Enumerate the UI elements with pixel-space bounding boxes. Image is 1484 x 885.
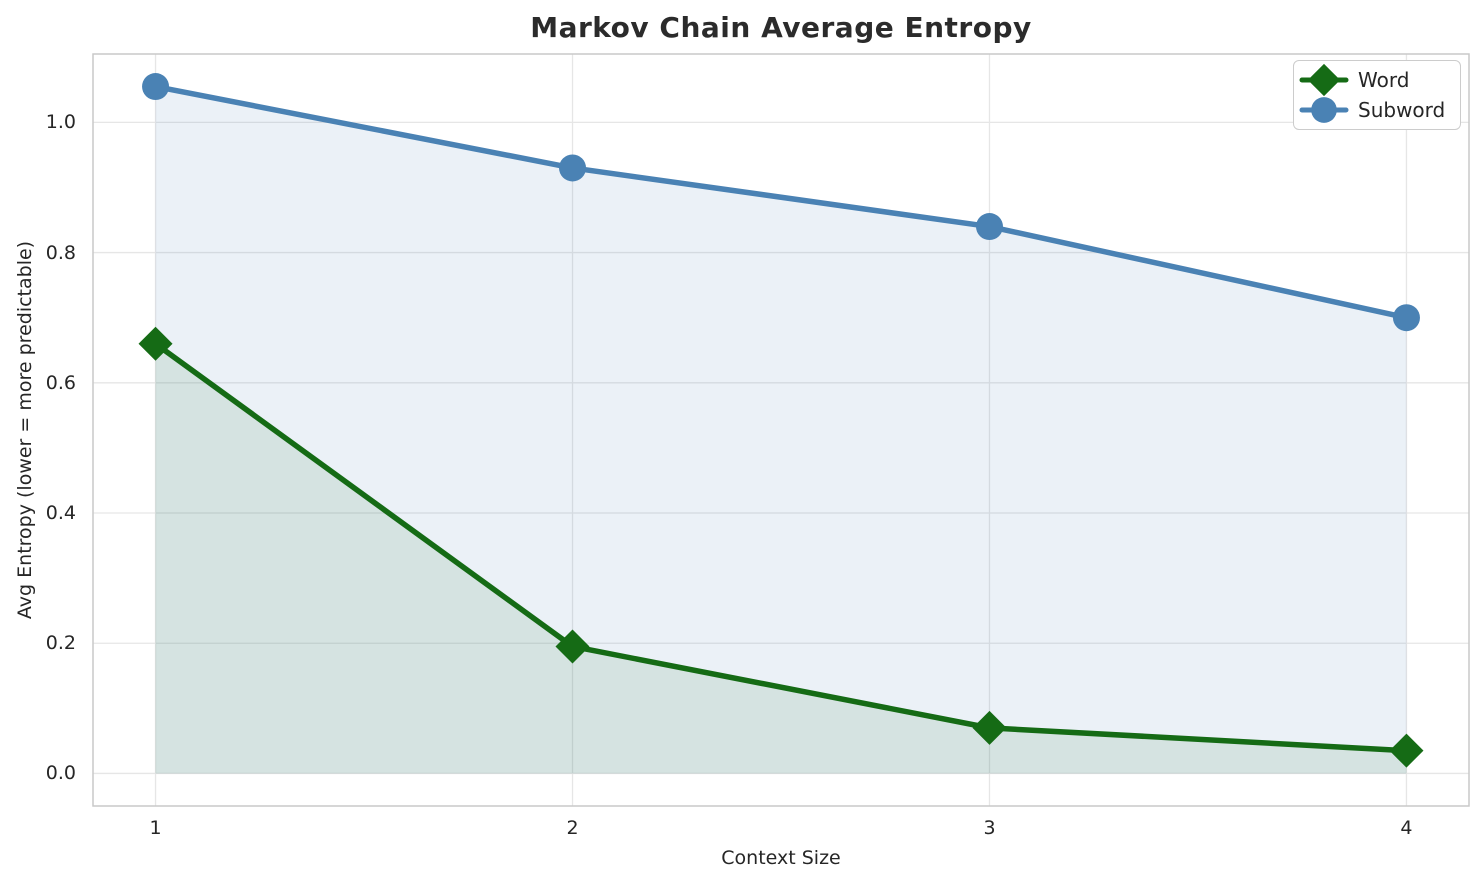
subword-marker xyxy=(1392,304,1420,332)
word-marker xyxy=(972,710,1007,745)
y-tick-label: 0.0 xyxy=(45,762,76,785)
y-tick-label: 0.8 xyxy=(45,241,76,264)
x-axis-label: Context Size xyxy=(721,847,841,869)
subword-marker xyxy=(1311,97,1337,123)
word-fill-area xyxy=(155,343,1407,774)
word-marker xyxy=(555,629,590,664)
x-tick-label: 4 xyxy=(1400,817,1413,839)
subword-circle-marker-icon xyxy=(1299,97,1349,123)
word-diamond-marker-icon xyxy=(1299,63,1349,97)
legend-item-word: Word xyxy=(1299,63,1450,97)
word-marker xyxy=(138,326,173,361)
legend-label-subword: Subword xyxy=(1358,98,1446,122)
word-marker xyxy=(1389,733,1424,768)
subword-fill-area xyxy=(155,86,1407,774)
chart-title: Markov Chain Average Entropy xyxy=(530,11,1032,44)
y-tick-label: 1.0 xyxy=(45,111,76,134)
x-tick-label: 2 xyxy=(566,817,579,839)
word-marker xyxy=(1307,63,1341,97)
subword-marker xyxy=(975,213,1003,241)
legend: Word Subword xyxy=(1293,60,1461,130)
y-tick-label: 0.6 xyxy=(45,371,76,394)
subword-marker xyxy=(559,154,587,182)
subword-line xyxy=(152,83,1410,321)
y-tick-label: 0.4 xyxy=(45,502,76,524)
legend-label-word: Word xyxy=(1358,68,1410,92)
plot-border xyxy=(92,53,1470,807)
legend-item-subword: Subword xyxy=(1299,95,1450,125)
x-tick-label: 3 xyxy=(983,817,996,839)
y-tick-label: 0.2 xyxy=(45,632,76,655)
y-axis-label: Avg Entropy (lower = more predictable) xyxy=(14,240,36,620)
subword-marker xyxy=(142,73,170,101)
word-line xyxy=(152,340,1410,754)
x-tick-label: 1 xyxy=(149,817,162,839)
